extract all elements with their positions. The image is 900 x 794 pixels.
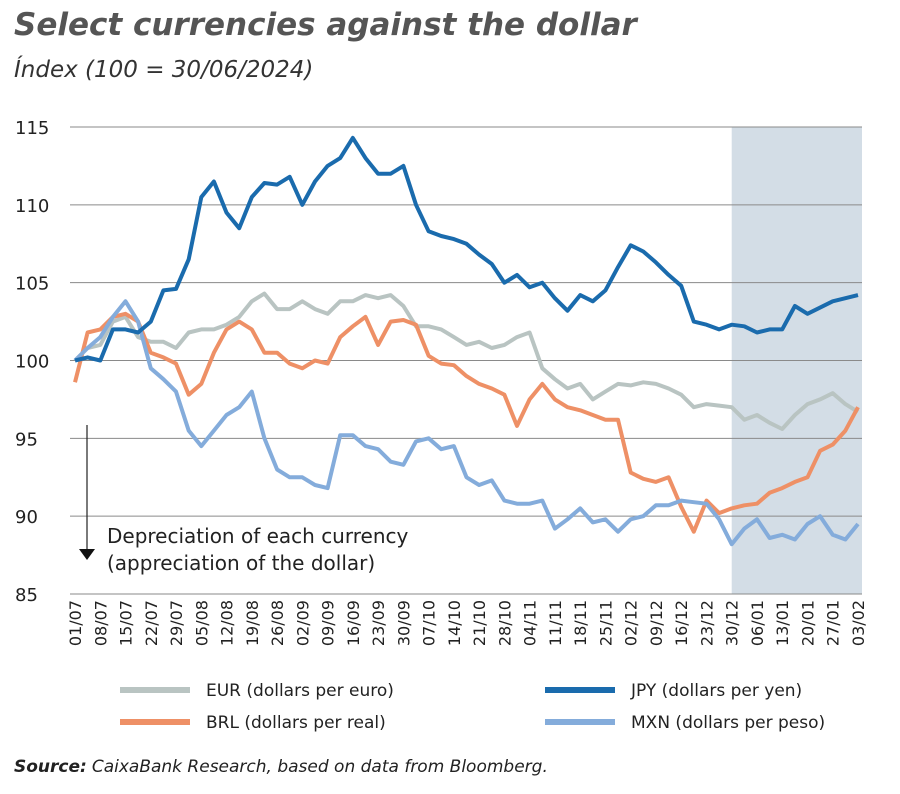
x-tick-label: 16/09 [344, 600, 363, 646]
x-tick-label: 29/07 [167, 600, 186, 646]
y-tick-label: 85 [15, 585, 38, 606]
x-tick-label: 23/09 [369, 600, 388, 646]
x-tick-label: 22/07 [142, 600, 161, 646]
series-line [74, 135, 859, 363]
series-line [73, 311, 860, 534]
x-tick-label: 19/08 [243, 600, 262, 646]
y-tick-label: 100 [15, 352, 49, 373]
chart-subtitle: Índex (100 = 30/06/2024) [14, 55, 313, 83]
annotation-arrowhead [79, 549, 95, 560]
y-tick-label: 110 [15, 196, 49, 217]
y-tick-label: 105 [15, 274, 49, 295]
chart-title: Select currencies against the dollar [14, 7, 639, 43]
x-tick-label: 16/12 [672, 600, 691, 646]
x-tick-label: 05/08 [192, 600, 211, 646]
x-tick-label: 02/12 [622, 600, 641, 646]
y-tick-label: 95 [15, 429, 38, 450]
x-tick-label: 25/11 [596, 600, 615, 646]
x-tick-label: 15/07 [117, 600, 136, 646]
legend-label: BRL (dollars per real) [206, 713, 386, 733]
x-tick-label: 26/08 [268, 600, 287, 646]
series-line [73, 299, 860, 547]
x-tick-label: 06/01 [748, 600, 767, 646]
x-tick-label: 08/07 [91, 600, 110, 646]
x-tick-label: 04/11 [521, 600, 540, 646]
x-tick-label: 13/01 [773, 600, 792, 646]
x-tick-label: 01/07 [66, 600, 85, 646]
x-tick-label: 30/12 [723, 600, 742, 646]
x-tick-label: 21/10 [470, 600, 489, 646]
x-tick-label: 02/09 [293, 600, 312, 646]
legend-label: MXN (dollars per peso) [631, 713, 825, 733]
source-label: Source: [14, 757, 87, 777]
x-tick-label: 23/12 [697, 600, 716, 646]
series-line [73, 291, 860, 431]
legend-label: JPY (dollars per yen) [630, 681, 802, 701]
y-tick-label: 115 [15, 118, 49, 139]
x-tick-label: 14/10 [445, 600, 464, 646]
source-text: CaixaBank Research, based on data from B… [92, 757, 548, 777]
x-tick-label: 30/09 [394, 600, 413, 646]
x-tick-label: 20/01 [798, 600, 817, 646]
legend-label: EUR (dollars per euro) [206, 681, 394, 701]
y-tick-label: 90 [15, 507, 38, 528]
x-tick-label: 12/08 [218, 600, 237, 646]
source: Source: CaixaBank Research, based on data… [14, 757, 548, 777]
x-tick-label: 18/11 [571, 600, 590, 646]
x-tick-label: 11/11 [546, 600, 565, 646]
x-tick-label: 07/10 [420, 600, 439, 646]
x-tick-label: 09/09 [319, 600, 338, 646]
x-tick-label: 28/10 [495, 600, 514, 646]
annotation-text: (appreciation of the dollar) [107, 551, 375, 575]
x-tick-label: 09/12 [647, 600, 666, 646]
x-tick-label: 03/02 [849, 600, 868, 646]
x-tick-label: 27/01 [824, 600, 843, 646]
annotation-text: Depreciation of each currency [107, 524, 408, 548]
